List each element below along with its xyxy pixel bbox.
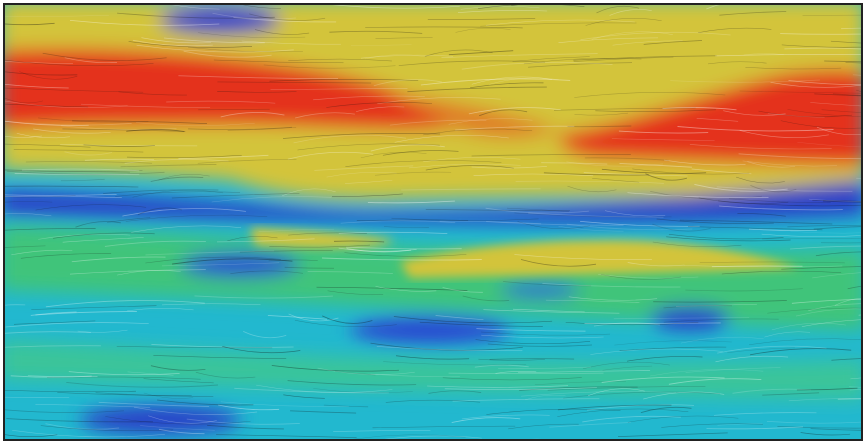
blue-spot (180, 253, 300, 277)
flow-visualization (0, 0, 865, 447)
streamline (198, 109, 269, 110)
page: {} (0, 0, 865, 447)
color-field (0, 0, 865, 447)
